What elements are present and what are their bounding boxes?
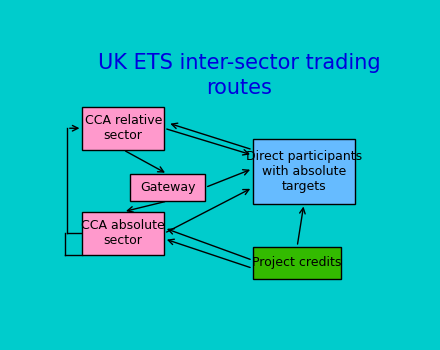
- Text: CCA absolute
sector: CCA absolute sector: [81, 219, 165, 247]
- Bar: [253, 247, 341, 279]
- Bar: [82, 107, 164, 150]
- Text: Direct participants
with absolute
targets: Direct participants with absolute target…: [246, 150, 362, 193]
- Text: Gateway: Gateway: [140, 181, 195, 194]
- Text: CCA relative
sector: CCA relative sector: [84, 114, 162, 142]
- Bar: [253, 139, 355, 204]
- Text: UK ETS inter-sector trading
routes: UK ETS inter-sector trading routes: [98, 53, 381, 98]
- Bar: [130, 174, 205, 201]
- Text: Project credits: Project credits: [253, 257, 342, 270]
- Bar: [82, 212, 164, 255]
